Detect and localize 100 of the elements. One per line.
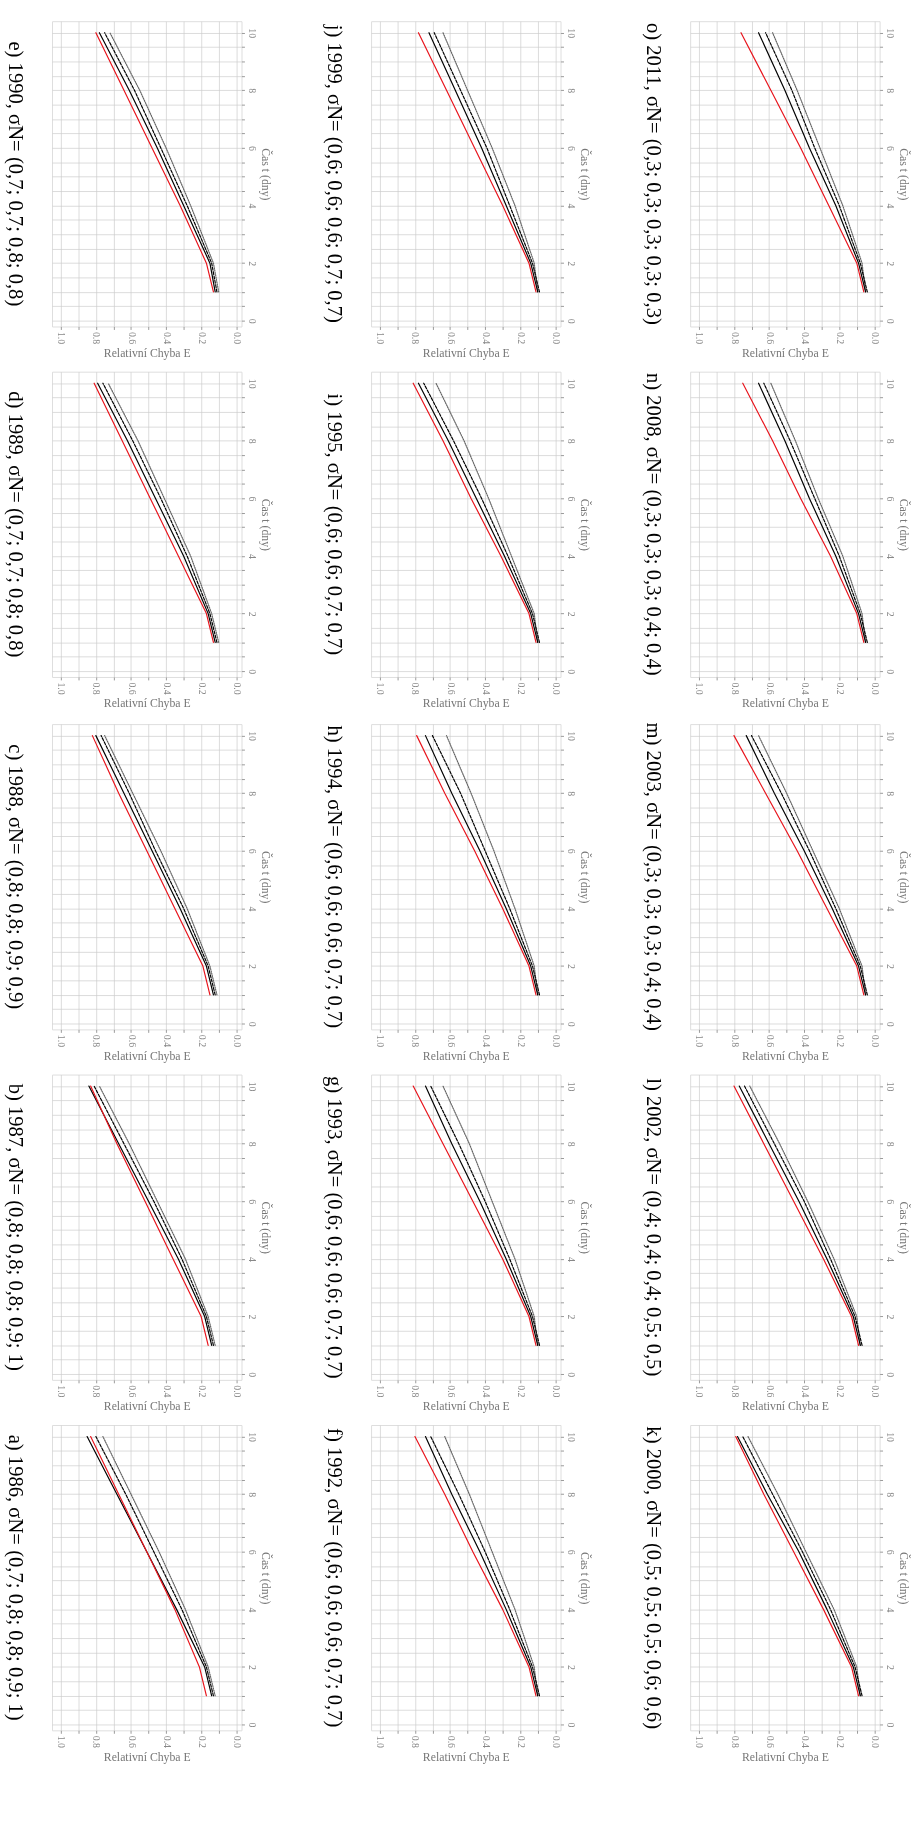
- y-tick-label: 4: [565, 906, 577, 912]
- y-tick-label: 10: [246, 378, 258, 389]
- y-tick-label: 2: [246, 1665, 258, 1671]
- x-axis-title: Relativní Chyba E: [103, 697, 191, 711]
- y-tick-label: 8: [884, 88, 896, 94]
- y-tick-label: 6: [884, 1199, 896, 1205]
- y-axis-title: Čas t (dny): [258, 498, 273, 552]
- x-axis-title: Relativní Chyba E: [741, 1400, 829, 1414]
- x-tick-label: 1.0: [56, 331, 68, 345]
- y-tick-label: 2: [565, 611, 577, 617]
- y-axis-title: Čas t (dny): [577, 851, 592, 904]
- y-tick-label: 4: [246, 1607, 258, 1613]
- y-tick-label: 6: [246, 145, 258, 151]
- x-tick-label: 0.8: [410, 1034, 422, 1048]
- x-tick-label: 0.6: [764, 1385, 776, 1398]
- y-tick-label: 6: [565, 1549, 577, 1555]
- y-tick-label: 8: [565, 438, 577, 444]
- y-tick-label: 0: [884, 1372, 896, 1378]
- y-tick-label: 8: [565, 1141, 577, 1147]
- y-tick-label: 4: [884, 554, 896, 560]
- y-axis-title: Čas t (dny): [258, 148, 273, 201]
- y-tick-label: 8: [884, 1492, 896, 1498]
- y-tick-label: 10: [884, 731, 896, 742]
- x-tick-label: 0.8: [729, 1385, 741, 1398]
- x-tick-label: 0.8: [91, 1735, 103, 1749]
- x-tick-label: 0.2: [834, 1735, 846, 1749]
- y-tick-label: 2: [246, 964, 258, 970]
- x-tick-label: 0.0: [231, 331, 243, 345]
- x-tick-label: 0.6: [445, 1735, 457, 1749]
- y-axis-title: Čas t (dny): [577, 148, 592, 201]
- x-axis-title: Relativní Chyba E: [741, 697, 829, 711]
- x-tick-label: 1.0: [694, 1735, 706, 1749]
- x-tick-label: 1.0: [375, 1385, 387, 1398]
- y-tick-label: 10: [884, 378, 896, 389]
- x-tick-label: 0.6: [764, 331, 776, 345]
- x-tick-label: 0.0: [550, 1735, 562, 1749]
- x-tick-label: 1.0: [56, 1034, 68, 1048]
- x-tick-label: 1.0: [375, 1034, 387, 1048]
- x-tick-label: 1.0: [694, 682, 706, 695]
- text: e) 1990, σN= (0,7; 0,7; 0,8; 0,8): [3, 41, 27, 307]
- y-tick-label: 0: [884, 1021, 896, 1027]
- y-tick-label: 6: [884, 1549, 896, 1555]
- y-tick-label: 10: [565, 28, 577, 39]
- y-tick-label: 4: [884, 1607, 896, 1613]
- x-tick-label: 0.8: [729, 331, 741, 345]
- y-tick-label: 2: [884, 964, 896, 970]
- x-tick-label: 0.4: [799, 1385, 811, 1398]
- x-tick-label: 0.0: [550, 331, 562, 345]
- y-tick-label: 0: [884, 669, 896, 675]
- x-tick-label: 0.2: [834, 1034, 846, 1048]
- x-tick-label: 1.0: [694, 1385, 706, 1398]
- x-tick-label: 0.4: [480, 1385, 492, 1398]
- y-axis-title: Čas t (dny): [577, 498, 592, 552]
- x-tick-label: 0.2: [515, 682, 527, 695]
- y-tick-label: 0: [246, 1021, 258, 1027]
- x-tick-label: 1.0: [694, 331, 706, 345]
- x-tick-label: 0.4: [799, 682, 811, 695]
- x-tick-label: 0.4: [161, 1385, 173, 1398]
- y-tick-label: 10: [884, 28, 896, 39]
- x-tick-label: 0.4: [799, 1735, 811, 1749]
- x-tick-label: 1.0: [375, 1735, 387, 1749]
- y-axis-title: Čas t (dny): [896, 148, 911, 201]
- x-tick-label: 0.6: [764, 1034, 776, 1048]
- y-axis-title: Čas t (dny): [258, 1552, 273, 1605]
- y-tick-label: 10: [884, 1432, 896, 1443]
- x-axis-title: Relativní Chyba E: [422, 1049, 510, 1063]
- x-tick-label: 0.0: [231, 682, 243, 695]
- y-tick-label: 10: [565, 1432, 577, 1443]
- x-tick-label: 0.8: [91, 1385, 103, 1398]
- y-tick-label: 10: [246, 1081, 258, 1092]
- x-tick-label: 0.6: [445, 1385, 457, 1398]
- x-tick-label: 0.4: [161, 1034, 173, 1048]
- x-tick-label: 0.4: [799, 1034, 811, 1048]
- y-tick-label: 2: [884, 261, 896, 267]
- x-tick-label: 0.0: [550, 682, 562, 695]
- x-tick-label: 0.2: [196, 1385, 208, 1398]
- y-tick-label: 6: [884, 848, 896, 854]
- y-tick-label: 2: [565, 964, 577, 970]
- x-tick-label: 0.8: [729, 682, 741, 695]
- x-tick-label: 0.8: [410, 331, 422, 345]
- y-tick-label: 2: [884, 611, 896, 617]
- text: k) 2000, σN= (0,5; 0,5; 0,5; 0,6; 0,6): [641, 1426, 665, 1730]
- x-tick-label: 1.0: [375, 682, 387, 695]
- y-tick-label: 0: [565, 1722, 577, 1728]
- x-tick-label: 0.0: [231, 1735, 243, 1749]
- y-tick-label: 4: [884, 1256, 896, 1262]
- y-tick-label: 2: [565, 1665, 577, 1671]
- y-tick-label: 10: [565, 731, 577, 742]
- x-tick-label: 0.0: [550, 1034, 562, 1048]
- x-tick-label: 0.0: [869, 1034, 881, 1048]
- y-tick-label: 10: [246, 731, 258, 742]
- x-tick-label: 0.8: [410, 1385, 422, 1398]
- y-axis-title: Čas t (dny): [577, 1201, 592, 1254]
- x-tick-label: 0.6: [126, 682, 138, 695]
- x-tick-label: 0.2: [834, 331, 846, 345]
- x-axis-title: Relativní Chyba E: [422, 1400, 510, 1414]
- x-axis-title: Relativní Chyba E: [741, 1049, 829, 1063]
- x-tick-label: 0.6: [126, 1385, 138, 1398]
- x-tick-label: 0.0: [869, 1735, 881, 1749]
- y-tick-label: 8: [246, 88, 258, 94]
